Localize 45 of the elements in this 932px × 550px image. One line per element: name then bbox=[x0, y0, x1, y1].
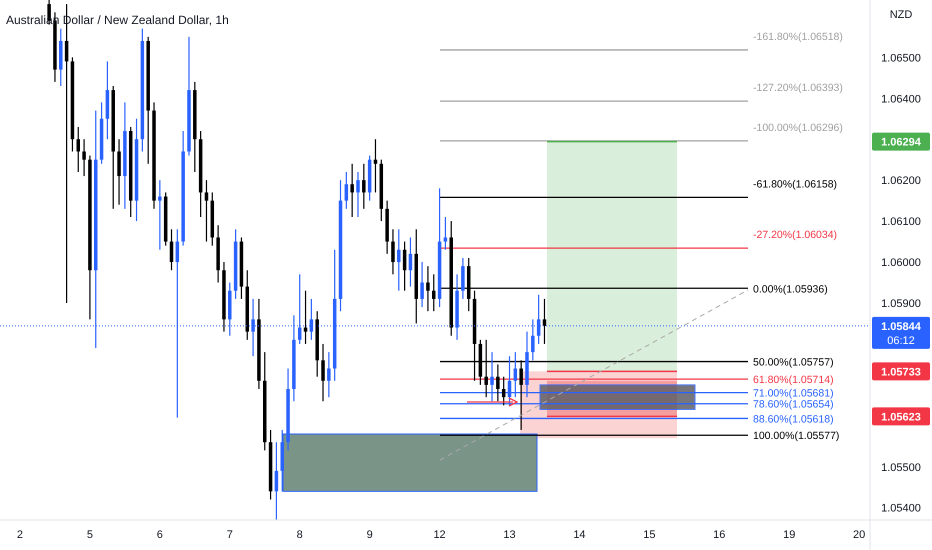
ref-line-label: -127.20%(1.06393) bbox=[753, 82, 843, 94]
candlestick bbox=[158, 180, 162, 250]
y-tick-label: 1.06400 bbox=[881, 93, 921, 106]
x-tick-label: 19 bbox=[783, 529, 796, 541]
ref-line-label: -61.80%(1.06158) bbox=[753, 178, 838, 190]
y-tick-label: 1.05400 bbox=[881, 502, 921, 515]
y-tick-label: 1.06100 bbox=[881, 216, 921, 228]
x-tick-label: 7 bbox=[226, 529, 233, 541]
ref-line-label: -161.80%(1.06518) bbox=[753, 30, 843, 43]
y-tick-label: 1.05900 bbox=[881, 298, 921, 310]
candlestick bbox=[432, 274, 436, 312]
y-axis-title: NZD bbox=[890, 9, 912, 21]
x-tick-label: 6 bbox=[156, 529, 163, 541]
candlestick bbox=[362, 164, 366, 209]
x-tick-label: 12 bbox=[433, 529, 446, 541]
y-tick-label: 1.06294 bbox=[881, 136, 922, 149]
x-tick-label: 16 bbox=[713, 529, 726, 541]
ref-line-label: 100.00%(1.05577) bbox=[753, 430, 840, 442]
x-tick-label: 9 bbox=[366, 529, 373, 541]
x-tick-label: 2 bbox=[16, 529, 24, 541]
x-tick-label: 15 bbox=[643, 529, 656, 541]
candlestick bbox=[397, 229, 401, 291]
ref-line-label: 0.00%(1.05936) bbox=[753, 283, 828, 296]
ref-line-label: -27.20%(1.06034) bbox=[753, 229, 838, 242]
y-tick-label: 1.05733 bbox=[881, 366, 921, 378]
ref-line-label: 50.00%(1.05757) bbox=[753, 356, 834, 369]
x-tick-label: 14 bbox=[573, 529, 586, 541]
candlestick bbox=[350, 164, 354, 218]
ref-line-label: -100.00%(1.06296) bbox=[753, 122, 843, 134]
ref-line-label: 88.60%(1.05618) bbox=[753, 413, 834, 426]
x-tick-label: 8 bbox=[296, 529, 303, 541]
ref-line-label: 78.60%(1.05654) bbox=[753, 398, 834, 411]
y-tick-label: 1.05500 bbox=[881, 462, 921, 474]
ref-line-label: 71.00%(1.05681) bbox=[753, 388, 834, 400]
x-tick-label: 13 bbox=[503, 529, 516, 541]
x-tick-label: 5 bbox=[86, 529, 93, 541]
x-tick-label: 20 bbox=[853, 529, 866, 541]
y-tick-label: 1.06200 bbox=[881, 175, 921, 188]
text: 06:12 bbox=[887, 334, 915, 347]
ref-line-label: 61.80%(1.05714) bbox=[753, 374, 834, 386]
y-tick-label: 1.05844 bbox=[881, 320, 922, 333]
y-tick-label: 1.05623 bbox=[881, 411, 921, 424]
candlestick bbox=[76, 126, 80, 172]
y-tick-label: 1.06000 bbox=[881, 257, 921, 270]
y-tick-label: 1.06500 bbox=[881, 52, 921, 64]
